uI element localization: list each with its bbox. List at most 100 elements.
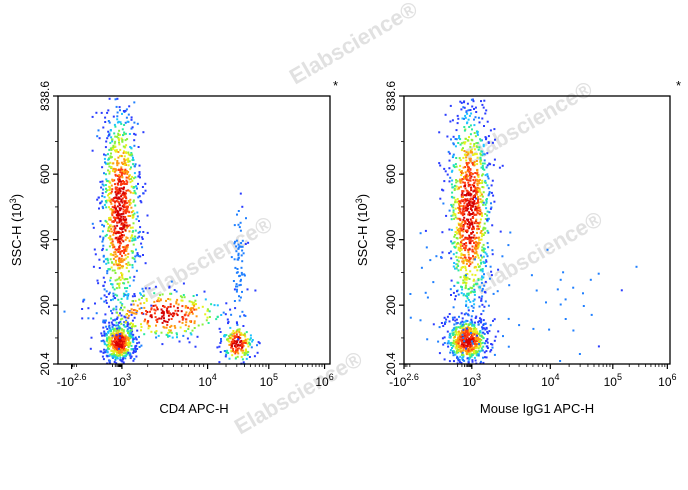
event-dot xyxy=(126,323,129,326)
event-dot xyxy=(481,328,484,331)
event-dot xyxy=(119,333,122,335)
event-dot xyxy=(125,338,128,341)
event-dot xyxy=(240,242,243,244)
event-dot xyxy=(481,268,484,270)
event-dot xyxy=(111,283,114,286)
event-dot xyxy=(111,169,114,172)
event-dot xyxy=(105,162,107,165)
event-dot xyxy=(469,343,472,346)
event-dot xyxy=(471,163,474,166)
event-dot xyxy=(225,353,228,356)
event-dot xyxy=(454,233,457,236)
event-dot xyxy=(469,208,472,210)
event-dot xyxy=(238,344,241,347)
event-dot xyxy=(206,309,209,312)
event-dot xyxy=(237,347,240,350)
event-dot xyxy=(163,306,166,309)
x-tick-base: 10 xyxy=(113,375,127,389)
event-dot xyxy=(474,205,477,208)
event-dot xyxy=(144,287,147,290)
event-dot xyxy=(484,181,487,184)
event-dot xyxy=(111,178,114,181)
event-dot xyxy=(105,233,108,236)
event-dot xyxy=(122,212,125,215)
event-dot xyxy=(466,350,469,353)
event-dot xyxy=(136,310,139,312)
event-dot xyxy=(455,331,458,334)
event-dot xyxy=(475,190,478,193)
event-dot xyxy=(481,154,484,157)
event-dot xyxy=(114,297,117,300)
event-dot xyxy=(125,202,128,204)
event-dot xyxy=(122,339,125,342)
event-dot xyxy=(471,337,474,340)
event-dot xyxy=(476,188,478,191)
event-dot xyxy=(452,351,454,354)
event-dot xyxy=(243,332,246,335)
event-dot xyxy=(470,354,473,357)
event-dot xyxy=(457,281,460,284)
event-dot xyxy=(137,196,140,199)
event-dot xyxy=(463,177,466,180)
event-dot xyxy=(460,343,463,346)
event-dot xyxy=(464,341,466,344)
event-dot xyxy=(125,244,128,247)
event-dot xyxy=(458,137,461,139)
event-dot xyxy=(449,250,452,253)
event-dot xyxy=(507,244,510,247)
event-dot xyxy=(481,162,484,165)
event-dot xyxy=(169,292,172,295)
event-dot xyxy=(125,266,128,269)
event-dot xyxy=(239,341,242,344)
event-dot xyxy=(111,214,114,217)
event-dot xyxy=(466,203,469,206)
event-dot xyxy=(127,330,130,333)
event-dot xyxy=(459,268,462,271)
event-dot xyxy=(167,298,170,300)
event-dot xyxy=(132,351,135,354)
event-dot xyxy=(113,245,116,248)
event-dot xyxy=(125,221,128,224)
event-dot xyxy=(114,150,117,153)
event-dot xyxy=(143,320,146,323)
event-dot xyxy=(135,218,138,221)
event-dot xyxy=(479,259,482,262)
event-dot xyxy=(459,227,461,230)
event-dot xyxy=(457,256,460,259)
event-dot xyxy=(112,115,115,118)
event-dot xyxy=(125,263,128,265)
event-dot xyxy=(135,338,138,341)
event-dot xyxy=(122,357,125,360)
event-dot xyxy=(114,158,117,161)
event-dot xyxy=(102,276,105,279)
event-dot xyxy=(467,357,470,360)
event-dot xyxy=(138,307,141,310)
event-dot xyxy=(150,330,153,333)
event-dot xyxy=(241,260,244,263)
event-dot xyxy=(117,137,120,140)
event-dot xyxy=(450,279,453,282)
event-dot xyxy=(97,282,100,285)
event-dot xyxy=(237,254,240,257)
event-dot xyxy=(461,339,464,342)
event-dot xyxy=(127,164,130,167)
event-dot xyxy=(474,135,477,138)
event-dot xyxy=(123,158,126,161)
event-dot xyxy=(136,187,138,190)
event-dot xyxy=(107,227,110,230)
event-dot xyxy=(486,332,489,335)
event-dot xyxy=(167,310,170,313)
event-dot xyxy=(462,205,465,208)
event-dot xyxy=(452,344,455,347)
event-dot xyxy=(112,246,114,249)
event-dot xyxy=(106,137,109,140)
event-dot xyxy=(119,218,122,221)
event-dot xyxy=(110,241,113,244)
event-dot xyxy=(462,344,465,347)
event-dot xyxy=(466,139,469,142)
event-dot xyxy=(143,306,146,309)
event-dot xyxy=(450,203,453,206)
x-tick-base: 10 xyxy=(260,375,274,389)
event-dot xyxy=(237,258,240,261)
event-dot xyxy=(166,321,169,323)
